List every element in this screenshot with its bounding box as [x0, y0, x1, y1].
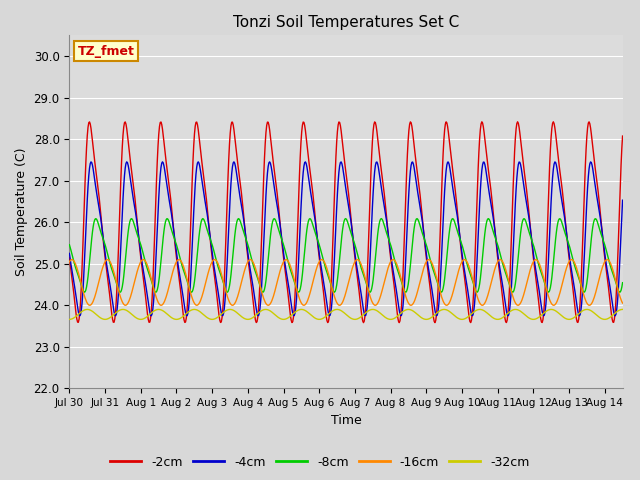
Text: TZ_fmet: TZ_fmet: [77, 45, 134, 58]
X-axis label: Time: Time: [331, 414, 362, 427]
Y-axis label: Soil Temperature (C): Soil Temperature (C): [15, 147, 28, 276]
Title: Tonzi Soil Temperatures Set C: Tonzi Soil Temperatures Set C: [233, 15, 459, 30]
Legend: -2cm, -4cm, -8cm, -16cm, -32cm: -2cm, -4cm, -8cm, -16cm, -32cm: [105, 451, 535, 474]
